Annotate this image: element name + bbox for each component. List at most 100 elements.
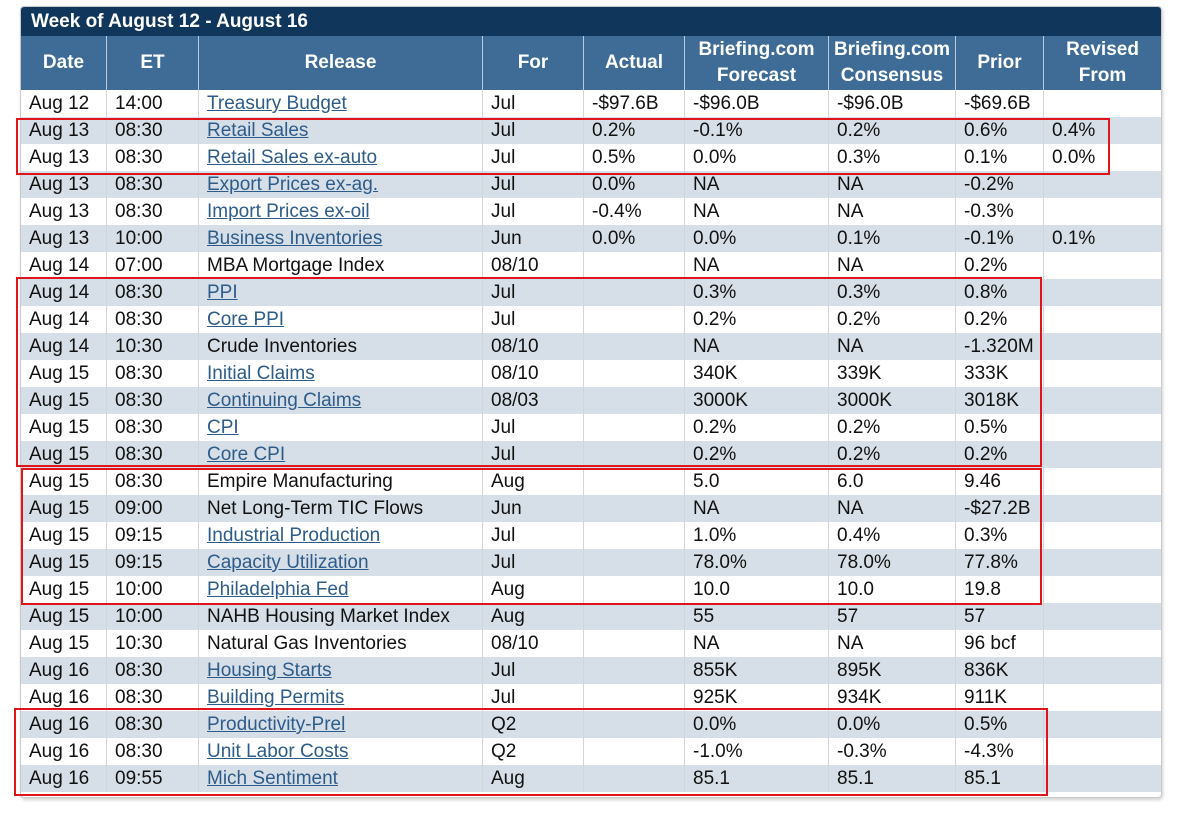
cell-actual [583,360,684,387]
cell-prior: 0.2% [955,252,1043,279]
cell-forecast: 0.2% [684,306,828,333]
cell-for: Jul [482,117,583,144]
cell-date: Aug 15 [29,606,90,627]
cell-date: Aug 12 [29,93,90,114]
release-link[interactable]: PPI [207,282,238,303]
cell-et: 08:30 [106,738,198,765]
cell-for: Jul [482,522,583,549]
cell-prior: 0.1% [955,144,1043,171]
cell-actual: 0.0% [583,171,684,198]
cell-consensus: 57 [828,603,955,630]
cell-for: Jul [482,144,583,171]
cell-prior: 0.5% [955,711,1043,738]
release-link[interactable]: Export Prices ex-ag. [207,174,379,195]
cell-revised [1043,603,1161,630]
cell-et: 10:30 [106,333,198,360]
cell-revised [1043,279,1161,306]
release-link[interactable]: Initial Claims [207,363,315,384]
cell-actual: -0.4% [583,198,684,225]
cell-for: Jul [482,657,583,684]
cell-actual [583,441,684,468]
release-link[interactable]: Retail Sales ex-auto [207,147,378,168]
cell-for: Jun [482,225,583,252]
release-link[interactable]: Treasury Budget [207,93,347,114]
cell-consensus: 6.0 [828,468,955,495]
cell-forecast: 855K [684,657,828,684]
cell-revised: 0.4% [1043,117,1161,144]
economic-calendar-panel: Week of August 12 - August 16 Date ET Re… [20,6,1162,798]
table-row: Aug 15 08:30 CPI Jul 0.2% 0.2% 0.5% [21,414,1161,441]
cell-revised [1043,684,1161,711]
cell-release: Retail Sales ex-auto [198,144,482,171]
cell-forecast: NA [684,171,828,198]
table-row: Aug 16 08:30 Unit Labor Costs Q2 -1.0% -0.3% -… [21,738,1161,765]
cell-for: Q2 [482,711,583,738]
release-link[interactable]: Productivity-Prel [207,714,346,735]
table-row: Aug 15 10:00 NAHB Housing Market Index Aug 5… [21,603,1161,630]
col-release-header: Release [198,36,482,90]
release-link[interactable]: Capacity Utilization [207,552,369,573]
cell-release: Initial Claims [198,360,482,387]
cell-et: 09:55 [106,765,198,792]
cell-for: 08/10 [482,360,583,387]
cell-revised [1043,333,1161,360]
cell-forecast: 0.2% [684,414,828,441]
table-header: Date ET Release For Actual Briefing.com F… [21,36,1161,90]
release-link[interactable]: Core PPI [207,309,285,330]
cell-date: Aug 13 [29,120,90,141]
cell-prior: -$69.6B [955,90,1043,117]
cell-for: Aug [482,576,583,603]
release-link[interactable]: Core CPI [207,444,286,465]
cell-for: Jul [482,279,583,306]
cell-actual [583,549,684,576]
cell-consensus: 0.2% [828,117,955,144]
release-link[interactable]: Building Permits [207,687,345,708]
cell-et: 08:30 [106,171,198,198]
cell-revised [1043,576,1161,603]
cell-consensus: 0.0% [828,711,955,738]
release-link[interactable]: Retail Sales [207,120,309,141]
cell-prior: 0.2% [955,306,1043,333]
table-row: Aug 15 10:30 Natural Gas Inventories 08/10 N… [21,630,1161,657]
release-link[interactable]: Housing Starts [207,660,332,681]
cell-revised [1043,468,1161,495]
release-link[interactable]: Mich Sentiment [207,768,338,789]
release-link[interactable]: Unit Labor Costs [207,741,349,762]
table-row: Aug 16 08:30 Building Permits Jul 925K 934K 91… [21,684,1161,711]
cell-forecast: NA [684,630,828,657]
release-link[interactable]: Import Prices ex-oil [207,201,370,222]
cell-date: Aug 13 [29,174,90,195]
cell-actual [583,738,684,765]
cell-revised [1043,198,1161,225]
cell-actual [583,522,684,549]
release-link[interactable]: Continuing Claims [207,390,362,411]
cell-date: Aug 13 [29,228,90,249]
cell-date: Aug 15 [29,525,90,546]
release-link[interactable]: Philadelphia Fed [207,579,349,600]
table-row: Aug 12 14:00 Treasury Budget Jul -$97.6B -$96… [21,90,1161,117]
cell-actual: 0.2% [583,117,684,144]
cell-consensus: 0.1% [828,225,955,252]
cell-consensus: NA [828,252,955,279]
cell-forecast: 1.0% [684,522,828,549]
cell-prior: -0.1% [955,225,1043,252]
cell-prior: -4.3% [955,738,1043,765]
cell-for: Jul [482,441,583,468]
table-row: Aug 15 08:30 Empire Manufacturing Aug 5.0 6.0… [21,468,1161,495]
release-link[interactable]: CPI [207,417,239,438]
cell-actual [583,468,684,495]
cell-prior: 9.46 [955,468,1043,495]
release-link[interactable]: Business Inventories [207,228,383,249]
cell-et: 14:00 [106,90,198,117]
cell-forecast: 55 [684,603,828,630]
cell-revised [1043,252,1161,279]
col-et-header: ET [106,36,198,90]
release-link[interactable]: Industrial Production [207,525,381,546]
cell-release: Mich Sentiment [198,765,482,792]
table-row: Aug 16 09:55 Mich Sentiment Aug 85.1 85.1 85.1 [21,765,1161,792]
cell-et: 07:00 [106,252,198,279]
col-for-header: For [482,36,583,90]
cell-release: Natural Gas Inventories [198,630,482,657]
cell-et: 08:30 [106,684,198,711]
cell-consensus: NA [828,495,955,522]
